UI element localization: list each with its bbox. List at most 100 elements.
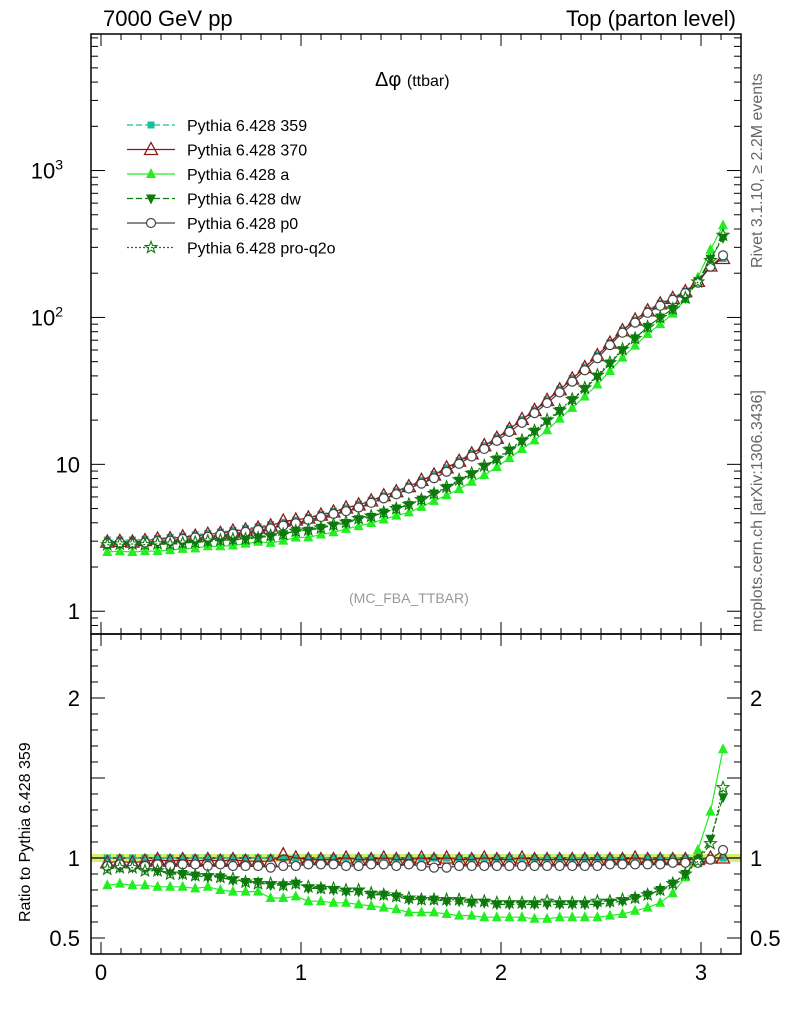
data-point-pp0 <box>579 365 590 376</box>
ratio-point-pq2o <box>376 887 392 902</box>
ratio-point-pq2o <box>213 869 228 884</box>
ratio-point-pq2o <box>564 895 580 910</box>
data-point-pp0 <box>541 397 553 409</box>
ratio-point-pdw <box>705 834 716 845</box>
ratio-point-pa <box>529 912 540 923</box>
data-point-pq2o <box>150 536 165 551</box>
data-point-pdw <box>441 483 452 494</box>
data-point-pq2o <box>112 536 128 551</box>
ratio-point-pa <box>152 880 163 891</box>
ratio-point-p359 <box>719 854 727 862</box>
data-point-pq2o <box>250 530 266 545</box>
ratio-point-pq2o <box>300 879 316 894</box>
ratio-point-p359 <box>204 854 212 862</box>
data-point-pp0 <box>491 435 502 447</box>
ratio-point-p359 <box>644 854 652 862</box>
ratio-point-p359 <box>216 854 224 862</box>
ratio-point-pq2o <box>326 880 341 895</box>
ratio-point-pp0 <box>391 860 402 872</box>
data-point-pa <box>705 243 716 254</box>
data-point-pp0 <box>529 408 540 419</box>
ratio-point-p359 <box>304 854 312 862</box>
data-point-pp0 <box>340 506 352 517</box>
data-point-pa <box>139 545 150 556</box>
legend-item-p359: Pythia 6.428 359 <box>127 118 307 135</box>
ratio-point-pq2o <box>363 885 379 900</box>
legend-label: Pythia 6.428 370 <box>187 143 307 160</box>
ratio-point-p359 <box>581 854 589 862</box>
ratio-point-p359 <box>116 854 124 862</box>
ratio-point-pq2o <box>238 874 253 889</box>
ratio-point-p359 <box>229 854 237 862</box>
data-point-pa <box>102 545 113 556</box>
ratio-point-pp0 <box>516 860 528 872</box>
series-main-p359 <box>103 254 727 544</box>
data-point-pa <box>152 545 163 556</box>
ratio-point-pa <box>617 908 628 918</box>
ratio-point-pa <box>366 900 377 910</box>
ratio-point-p359 <box>128 854 136 862</box>
ratio-point-pp0 <box>592 860 603 872</box>
ratio-point-pa <box>303 895 314 906</box>
ratio-point-pq2o <box>187 867 203 882</box>
data-point-pq2o <box>715 227 731 242</box>
ratio-point-pdw <box>378 890 389 901</box>
ratio-point-pa <box>177 880 188 891</box>
data-point-pa <box>567 401 578 412</box>
ratio-point-pa <box>265 892 276 902</box>
ratio-point-pa <box>718 743 729 754</box>
ratio-point-pp0 <box>378 859 389 870</box>
data-point-pq2o <box>602 354 618 369</box>
ratio-point-pa <box>604 909 615 920</box>
data-point-pq2o <box>238 531 253 546</box>
legend-label: Pythia 6.428 pro-q2o <box>187 241 336 258</box>
ratio-point-pp0 <box>328 859 339 870</box>
ratio-point-pa <box>592 911 603 922</box>
ratio-point-pa <box>315 895 326 906</box>
ratio-point-p370 <box>275 846 291 861</box>
data-point-pa <box>391 509 402 520</box>
ratio-point-pq2o <box>388 888 404 903</box>
data-point-pdw <box>554 406 565 417</box>
data-point-pq2o <box>313 520 329 535</box>
ratio-point-pq2o <box>426 891 442 906</box>
ratio-point-pdw <box>429 895 439 906</box>
ratio-point-pq2o <box>451 891 467 906</box>
ratio-point-pq2o <box>502 894 517 910</box>
ratio-point-pq2o <box>690 853 706 868</box>
ratio-point-pp0 <box>454 860 465 872</box>
ratio-point-pp0 <box>642 859 653 870</box>
data-point-pdw <box>705 254 716 265</box>
data-point-pq2o <box>502 441 517 456</box>
y-tick-label: 102 <box>31 303 63 330</box>
data-point-pa <box>127 545 138 556</box>
ratio-point-pa <box>692 844 703 854</box>
ratio-point-pa <box>227 885 238 896</box>
ratio-point-pq2o <box>615 891 630 906</box>
analysis-watermark: (MC_FBA_TTBAR) <box>349 590 469 606</box>
data-point-pq2o <box>363 508 379 523</box>
ratio-point-pa <box>139 879 150 890</box>
ratio-point-p359 <box>179 854 187 862</box>
ratio-point-pa <box>290 890 301 901</box>
data-point-pa <box>416 500 427 511</box>
ratio-point-pp0 <box>680 857 691 868</box>
ratio-point-pq2o <box>162 866 178 881</box>
ratio-point-p359 <box>329 854 337 862</box>
ratio-y-tick-label: 1 <box>68 846 80 871</box>
ratio-point-pp0 <box>240 860 251 872</box>
data-point-pp0 <box>629 317 641 328</box>
ratio-point-pa <box>378 901 389 912</box>
ratio-point-pdw <box>718 793 729 804</box>
ratio-y-tick-label: 2 <box>68 686 80 711</box>
legend-label: Pythia 6.428 a <box>187 167 289 184</box>
ratio-point-pa <box>504 911 515 922</box>
data-point-pp0 <box>567 376 578 387</box>
data-point-pq2o <box>627 330 643 345</box>
ratio-point-pq2o <box>137 862 153 878</box>
ratio-point-p359 <box>103 854 111 862</box>
data-point-pdw <box>328 521 339 532</box>
ratio-point-pa <box>516 911 527 922</box>
plot-title-symbol: Δφ <box>375 69 402 91</box>
data-point-pdw <box>240 535 251 546</box>
